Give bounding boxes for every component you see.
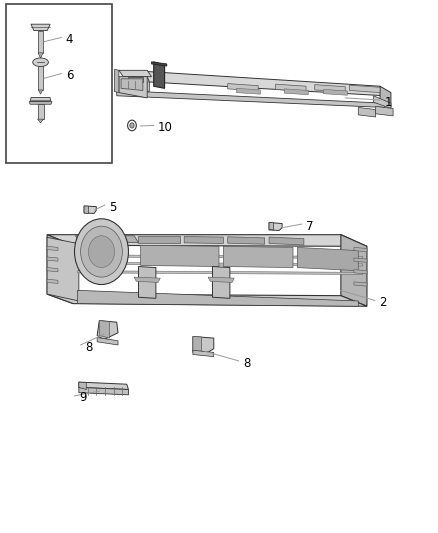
Circle shape — [81, 226, 122, 277]
Circle shape — [74, 219, 128, 285]
Polygon shape — [79, 387, 128, 395]
Polygon shape — [208, 277, 234, 282]
Polygon shape — [84, 206, 96, 214]
Polygon shape — [99, 320, 110, 338]
Polygon shape — [47, 279, 58, 284]
Polygon shape — [47, 268, 58, 272]
Polygon shape — [30, 98, 51, 102]
Polygon shape — [134, 277, 160, 282]
Polygon shape — [341, 235, 367, 306]
Polygon shape — [47, 257, 58, 261]
Polygon shape — [323, 90, 347, 95]
Polygon shape — [119, 77, 147, 98]
Polygon shape — [269, 222, 273, 230]
Circle shape — [88, 236, 115, 268]
Polygon shape — [380, 86, 391, 108]
Polygon shape — [141, 245, 219, 266]
Text: 10: 10 — [158, 121, 173, 134]
Polygon shape — [39, 66, 43, 90]
Polygon shape — [237, 88, 260, 94]
Polygon shape — [212, 266, 230, 298]
Ellipse shape — [33, 58, 48, 67]
Polygon shape — [47, 235, 367, 246]
Polygon shape — [138, 266, 156, 298]
Bar — [6, 4, 113, 163]
Polygon shape — [269, 222, 282, 230]
Polygon shape — [38, 30, 43, 53]
Polygon shape — [78, 271, 363, 274]
Polygon shape — [297, 247, 358, 271]
Text: 7: 7 — [306, 220, 314, 233]
Polygon shape — [358, 108, 376, 117]
Polygon shape — [117, 91, 385, 108]
Polygon shape — [39, 90, 43, 94]
Polygon shape — [193, 350, 214, 357]
Polygon shape — [376, 107, 393, 116]
Text: 5: 5 — [110, 200, 117, 214]
Text: 1: 1 — [385, 95, 392, 109]
Polygon shape — [127, 77, 143, 82]
Polygon shape — [374, 96, 391, 109]
Polygon shape — [184, 237, 223, 244]
Polygon shape — [269, 237, 304, 245]
Polygon shape — [47, 237, 79, 301]
Polygon shape — [29, 102, 52, 104]
Polygon shape — [47, 294, 367, 306]
Polygon shape — [154, 62, 165, 88]
Polygon shape — [276, 84, 306, 92]
Polygon shape — [138, 236, 180, 243]
Polygon shape — [223, 246, 293, 268]
Polygon shape — [97, 337, 118, 345]
Polygon shape — [79, 382, 128, 390]
Polygon shape — [315, 85, 345, 92]
Polygon shape — [78, 255, 363, 259]
Polygon shape — [38, 53, 43, 58]
Polygon shape — [75, 236, 138, 243]
Polygon shape — [38, 119, 44, 123]
Circle shape — [127, 120, 136, 131]
Polygon shape — [78, 262, 363, 266]
Polygon shape — [354, 282, 367, 286]
Polygon shape — [145, 71, 385, 96]
Text: 2: 2 — [379, 296, 387, 309]
Polygon shape — [228, 237, 265, 244]
Circle shape — [130, 123, 134, 128]
Text: 6: 6 — [66, 69, 73, 82]
Polygon shape — [78, 290, 358, 306]
Text: 8: 8 — [85, 341, 92, 353]
Polygon shape — [145, 82, 149, 92]
Polygon shape — [350, 85, 380, 93]
Polygon shape — [31, 24, 50, 30]
Polygon shape — [152, 62, 167, 66]
Polygon shape — [354, 270, 367, 274]
Polygon shape — [115, 69, 119, 93]
Polygon shape — [97, 320, 118, 340]
Text: 9: 9 — [79, 392, 86, 405]
Polygon shape — [193, 336, 214, 354]
Polygon shape — [284, 89, 308, 95]
Polygon shape — [228, 84, 258, 91]
Polygon shape — [119, 70, 152, 77]
Text: 4: 4 — [66, 33, 73, 46]
Polygon shape — [38, 104, 44, 119]
Polygon shape — [47, 235, 73, 304]
Polygon shape — [47, 246, 58, 251]
Polygon shape — [354, 258, 367, 262]
Polygon shape — [193, 336, 201, 352]
Polygon shape — [84, 206, 88, 214]
Polygon shape — [354, 247, 367, 252]
Polygon shape — [79, 382, 86, 390]
Text: 8: 8 — [243, 357, 250, 369]
Polygon shape — [121, 79, 143, 91]
